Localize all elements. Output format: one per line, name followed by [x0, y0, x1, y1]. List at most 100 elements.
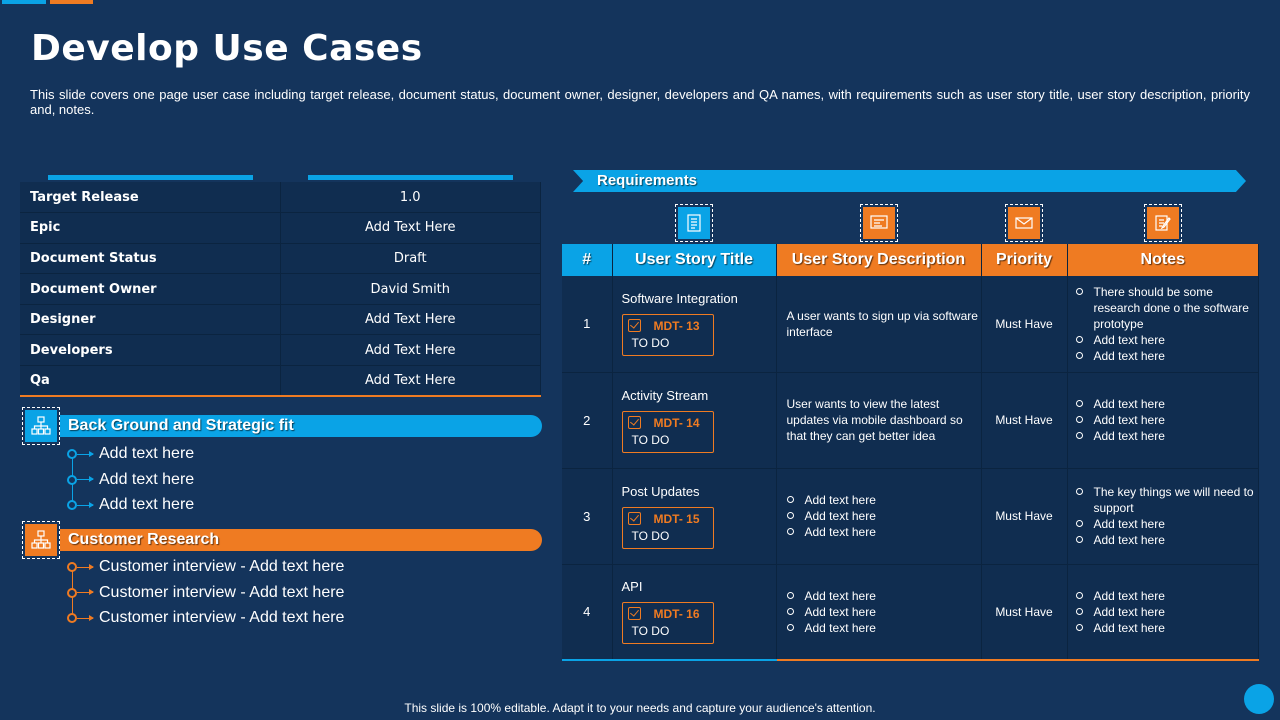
note-item: The key things we will need to support: [1075, 484, 1259, 516]
info-key: Document Status: [20, 243, 281, 275]
background-section-header: Back Ground and Strategic fit: [60, 415, 542, 437]
priority-value: Must Have: [981, 468, 1068, 565]
research-item: Customer interview - Add text here: [67, 584, 344, 602]
header-user-story-description: User Story Description: [776, 244, 982, 276]
description-item: Add text here: [786, 508, 981, 524]
info-value: Draft: [280, 243, 541, 275]
background-item: Add text here: [67, 471, 194, 489]
row-number: 1: [562, 276, 613, 373]
priority-value: Must Have: [981, 276, 1068, 373]
top-accent-blue: [2, 0, 46, 4]
notes-cell: The key things we will need to support Ad…: [1067, 468, 1259, 565]
priority-value: Must Have: [981, 564, 1068, 661]
notes-list: Add text here Add text here Add text here: [1075, 396, 1259, 444]
arrow-icon: [77, 589, 94, 595]
user-story-description-cell: Add text here Add text here Add text here: [776, 564, 982, 661]
ticket-status: TO DO: [631, 624, 670, 639]
info-row: Document Owner David Smith: [20, 273, 541, 305]
user-story-description-cell: User wants to view the latest updates vi…: [776, 372, 982, 469]
description-item: Add text here: [786, 620, 981, 636]
info-key: Developers: [20, 334, 281, 367]
top-accent-orange: [50, 0, 93, 4]
background-item-text: Add text here: [99, 496, 195, 513]
bullet-dot: [67, 613, 77, 623]
info-key: Designer: [20, 304, 281, 336]
info-row: Designer Add Text Here: [20, 304, 541, 336]
user-story-title-cell: Software Integration MDT- 13 TO DO: [612, 276, 777, 373]
arrow-icon: [77, 563, 94, 570]
note-item: Add text here: [1075, 332, 1259, 348]
description-item: Add text here: [786, 588, 981, 604]
story-ticket: MDT- 13 TO DO: [621, 314, 714, 357]
research-item: Customer interview - Add text here: [67, 558, 344, 576]
ticket-code: MDT- 16: [653, 607, 700, 622]
user-story-title: Post Updates: [621, 483, 700, 499]
info-key: Epic: [20, 212, 281, 244]
info-key: Document Owner: [20, 273, 281, 305]
research-item: Customer interview - Add text here: [67, 609, 344, 627]
envelope-icon: [1008, 207, 1040, 239]
info-row: Qa Add Text Here: [20, 365, 541, 398]
background-item-text: Add text here: [99, 445, 195, 462]
user-story-description-cell: Add text here Add text here Add text here: [776, 468, 982, 565]
ticket-status: TO DO: [631, 336, 670, 351]
bullet-dot: [67, 587, 77, 598]
note-item: There should be some research done o the…: [1075, 284, 1259, 332]
note-item: Add text here: [1075, 412, 1259, 428]
notes-cell: There should be some research done o the…: [1067, 276, 1259, 373]
info-value: Add Text Here: [280, 334, 541, 367]
note-item: Add text here: [1075, 620, 1259, 636]
info-row: Document Status Draft: [20, 243, 541, 275]
info-value: David Smith: [280, 273, 541, 305]
background-item: Add text here: [67, 496, 194, 514]
title-column-icon-frame: [675, 204, 713, 242]
presentation-icon: [863, 207, 895, 239]
note-item: Add text here: [1075, 428, 1259, 444]
research-section-icon-frame: [22, 521, 60, 559]
research-item-text: Customer interview - Add text here: [99, 583, 345, 601]
research-item-text: Customer interview - Add text here: [99, 558, 345, 575]
page-title: Develop Use Cases: [31, 28, 423, 69]
bullet-dot: [67, 562, 77, 572]
requirement-row: 3 Post Updates MDT- 15 TO DO Add text here Ad…: [562, 468, 1259, 565]
org-chart-icon: [25, 410, 57, 442]
info-table-accent-right: [308, 175, 513, 180]
bullet-dot: [67, 449, 77, 459]
info-key: Target Release: [20, 182, 281, 214]
user-story-title-cell: Activity Stream MDT- 14 TO DO: [612, 372, 777, 469]
notes-cell: Add text here Add text here Add text here: [1067, 564, 1259, 661]
info-table: Target Release 1.0 Epic Add Text Here Docume…: [20, 182, 541, 398]
bullet-dot: [67, 474, 77, 485]
ticket-status: TO DO: [631, 528, 670, 543]
note-item: Add text here: [1075, 532, 1259, 548]
checkbox-icon: [627, 607, 641, 621]
user-story-title: API: [621, 579, 643, 595]
header-number: #: [562, 244, 613, 276]
background-item-text: Add text here: [99, 470, 195, 488]
user-story-description-cell: A user wants to sign up via software int…: [776, 276, 982, 373]
description-list: Add text here Add text here Add text here: [786, 492, 981, 540]
story-ticket: MDT- 15 TO DO: [621, 506, 714, 549]
requirement-row: 2 Activity Stream MDT- 14 TO DO User wants t…: [562, 372, 1259, 469]
description-column-icon-frame: [860, 204, 898, 242]
description-list: Add text here Add text here Add text here: [786, 588, 981, 636]
info-value: Add Text Here: [280, 304, 541, 336]
page-subtitle: This slide covers one page user case inc…: [30, 87, 1250, 117]
footer-note: This slide is 100% editable. Adapt it to…: [404, 701, 876, 715]
user-story-title: Activity Stream: [621, 387, 709, 403]
checkbox-icon: [627, 415, 641, 429]
story-ticket: MDT- 16 TO DO: [621, 602, 714, 645]
notes-list: Add text here Add text here Add text here: [1075, 588, 1259, 636]
note-item: Add text here: [1075, 588, 1259, 604]
checkbox-icon: [627, 319, 641, 333]
arrow-icon: [77, 476, 94, 482]
header-priority: Priority: [981, 244, 1068, 276]
info-row: Epic Add Text Here: [20, 212, 541, 244]
note-item: Add text here: [1075, 516, 1259, 532]
user-story-description: User wants to view the latest updates vi…: [786, 397, 963, 443]
note-item: Add text here: [1075, 396, 1259, 412]
info-value: Add Text Here: [280, 365, 541, 398]
info-value: 1.0: [280, 182, 541, 214]
info-value: Add Text Here: [280, 212, 541, 244]
row-number: 3: [562, 468, 613, 565]
